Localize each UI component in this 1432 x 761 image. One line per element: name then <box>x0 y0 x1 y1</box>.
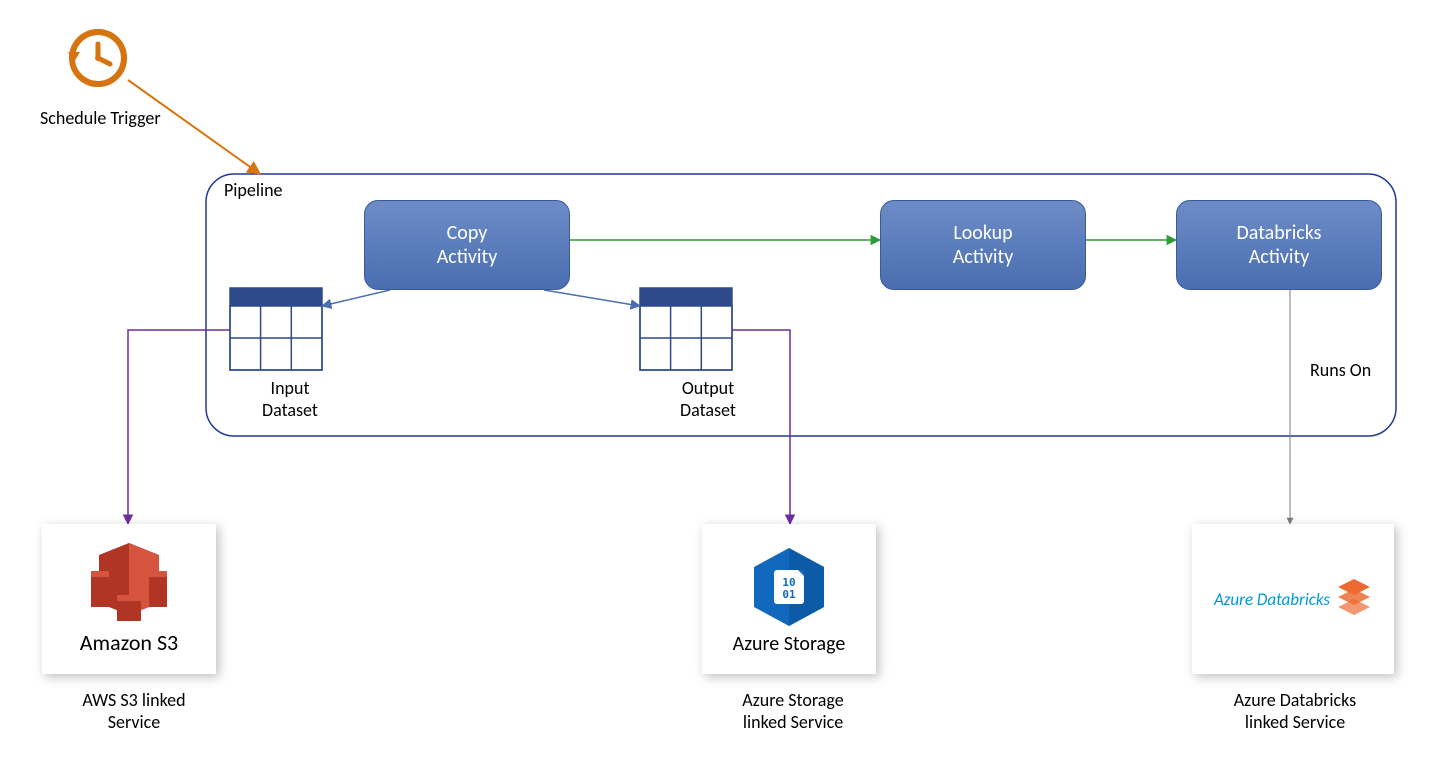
edge-copy-to-input <box>322 290 390 306</box>
azure-storage-icon: 10 01 <box>744 542 834 632</box>
lookup-activity-label: Lookup Activity <box>953 221 1014 269</box>
schedule-trigger-label: Schedule Trigger <box>40 108 200 130</box>
edge-output-to-storage <box>732 330 790 524</box>
runs-on-label: Runs On <box>1310 360 1400 382</box>
svg-text:01: 01 <box>782 588 796 601</box>
pipeline-label: Pipeline <box>224 180 324 202</box>
copy-activity-label: Copy Activity <box>437 221 498 269</box>
copy-activity-node: Copy Activity <box>364 200 570 290</box>
azure-databricks-text: Azure Databricks <box>1214 589 1330 610</box>
azure-storage-card: 10 01 Azure Storage <box>702 524 876 674</box>
azure-storage-text: Azure Storage <box>733 632 846 656</box>
edge-copy-to-output <box>544 290 640 306</box>
edge-input-to-s3 <box>128 330 230 524</box>
amazon-s3-icon <box>79 543 179 629</box>
input-dataset-label: Input Dataset <box>240 378 340 421</box>
azure-storage-service-label: Azure Storage linked Service <box>708 690 878 733</box>
databricks-activity-label: Databricks Activity <box>1237 221 1322 269</box>
output-dataset-label: Output Dataset <box>658 378 758 421</box>
clock-history-icon <box>68 32 124 84</box>
amazon-s3-card: Amazon S3 <box>42 524 216 674</box>
databricks-icon <box>1336 579 1372 619</box>
azure-databricks-card: Azure Databricks <box>1192 524 1394 674</box>
lookup-activity-node: Lookup Activity <box>880 200 1086 290</box>
s3-service-label: AWS S3 linked Service <box>54 690 214 733</box>
amazon-s3-text: Amazon S3 <box>80 629 178 656</box>
table-icon-input <box>230 288 322 370</box>
databricks-activity-node: Databricks Activity <box>1176 200 1382 290</box>
table-icon-output <box>640 288 732 370</box>
azure-databricks-service-label: Azure Databricks linked Service <box>1200 690 1390 733</box>
